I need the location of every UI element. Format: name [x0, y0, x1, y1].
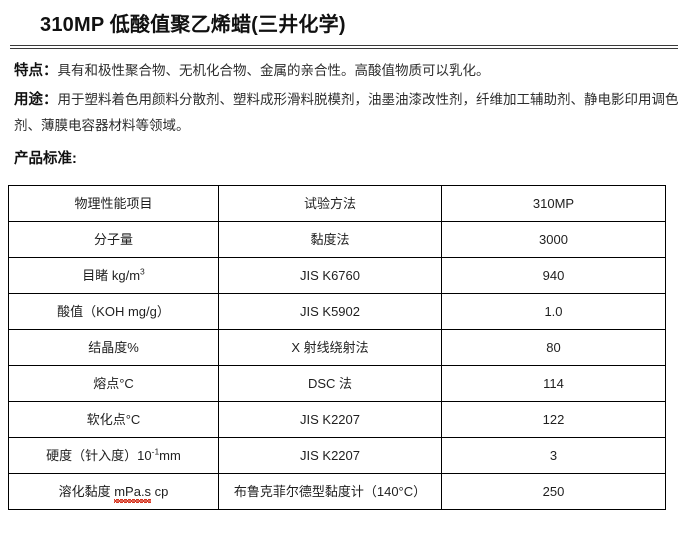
- header-cell-item: 物理性能项目: [8, 185, 219, 222]
- title-divider: [10, 45, 678, 49]
- table-row: 结晶度% X 射线绕射法 80: [8, 329, 666, 366]
- cell-method: JIS K6760: [218, 257, 442, 294]
- cell-item-superscript: 3: [140, 266, 145, 277]
- page-title: 310MP 低酸值聚乙烯蜡(三井化学): [40, 14, 346, 36]
- cell-method: JIS K2207: [218, 437, 442, 474]
- uses-label: 用途: [14, 92, 43, 108]
- table-row: 硬度（针入度）10-1mm JIS K2207 3: [8, 437, 666, 474]
- table-row: 目睹 kg/m3 JIS K6760 940: [8, 257, 666, 294]
- intro-block: 特点：具有和极性聚合物、无机化合物、金属的亲合性。高酸值物质可以乳化。 用途：用…: [0, 49, 698, 138]
- header-cell-method: 试验方法: [218, 185, 442, 222]
- uses-paragraph: 用途：用于塑料着色用颜料分散剂、塑料成形滑料脱模剂，油墨油漆改性剂，纤维加工辅助…: [14, 87, 684, 138]
- cell-method: DSC 法: [218, 365, 442, 402]
- cell-item: 软化点°C: [8, 401, 219, 438]
- section-heading-product-standard: 产品标准:: [14, 151, 77, 167]
- specification-table: 物理性能项目 试验方法 310MP 分子量 黏度法 3000 目睹 kg/m3 …: [8, 185, 666, 510]
- spellcheck-underlined-text: mPa.s: [114, 483, 152, 499]
- cell-value: 3: [441, 437, 666, 474]
- cell-method: 布鲁克菲尔德型黏度计（140°C）: [218, 473, 442, 510]
- cell-value: 940: [441, 257, 666, 294]
- cell-item: 酸值（KOH mg/g）: [8, 293, 219, 330]
- cell-item: 硬度（针入度）10-1mm: [8, 437, 219, 474]
- features-label: 特点: [14, 63, 43, 79]
- cell-item-superscript: -1: [151, 446, 160, 457]
- cell-method: X 射线绕射法: [218, 329, 442, 366]
- cell-value: 1.0: [441, 293, 666, 330]
- cell-item: 溶化黏度 mPa.s cp: [8, 473, 219, 510]
- cell-item: 熔点°C: [8, 365, 219, 402]
- cell-item: 分子量: [8, 221, 219, 258]
- cell-value: 80: [441, 329, 666, 366]
- table-row: 熔点°C DSC 法 114: [8, 365, 666, 402]
- table-row: 软化点°C JIS K2207 122: [8, 401, 666, 438]
- cell-value: 3000: [441, 221, 666, 258]
- uses-separator: ：: [43, 92, 58, 108]
- table-row: 酸值（KOH mg/g） JIS K5902 1.0: [8, 293, 666, 330]
- cell-item: 结晶度%: [8, 329, 219, 366]
- cell-value: 250: [441, 473, 666, 510]
- cell-value: 114: [441, 365, 666, 402]
- cell-item: 目睹 kg/m3: [8, 257, 219, 294]
- table-header-row: 物理性能项目 试验方法 310MP: [8, 185, 666, 222]
- uses-text: 用于塑料着色用颜料分散剂、塑料成形滑料脱模剂，油墨油漆改性剂，纤维加工辅助剂、静…: [14, 92, 679, 133]
- features-separator: ：: [43, 63, 58, 79]
- cell-method: JIS K5902: [218, 293, 442, 330]
- spec-table-container: 物理性能项目 试验方法 310MP 分子量 黏度法 3000 目睹 kg/m3 …: [0, 170, 698, 510]
- features-text: 具有和极性聚合物、无机化合物、金属的亲合性。高酸值物质可以乳化。: [57, 63, 490, 78]
- cell-method: JIS K2207: [218, 401, 442, 438]
- features-paragraph: 特点：具有和极性聚合物、无机化合物、金属的亲合性。高酸值物质可以乳化。: [14, 58, 684, 84]
- table-row: 分子量 黏度法 3000: [8, 221, 666, 258]
- table-row: 溶化黏度 mPa.s cp 布鲁克菲尔德型黏度计（140°C） 250: [8, 473, 666, 510]
- header-cell-value: 310MP: [441, 185, 666, 222]
- cell-value: 122: [441, 401, 666, 438]
- cell-method: 黏度法: [218, 221, 442, 258]
